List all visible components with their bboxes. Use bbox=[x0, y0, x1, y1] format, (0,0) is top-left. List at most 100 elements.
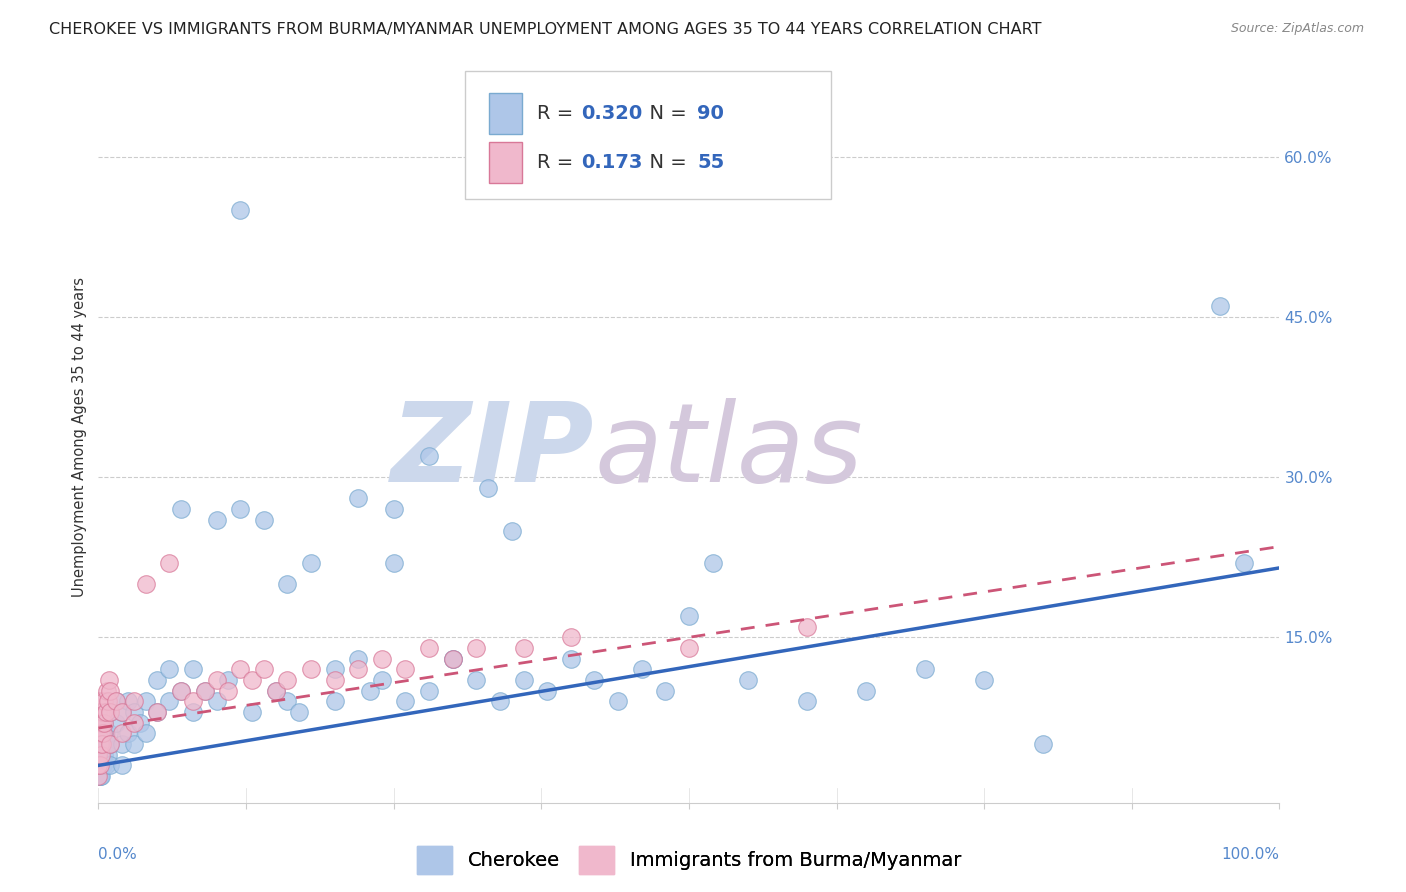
Point bbox=[87, 747, 110, 762]
Point bbox=[512, 640, 534, 655]
Point bbox=[382, 502, 405, 516]
Point bbox=[347, 651, 370, 665]
Point bbox=[89, 726, 111, 740]
Point bbox=[323, 673, 346, 687]
Point bbox=[536, 683, 558, 698]
Point bbox=[122, 694, 145, 708]
Text: 0.0%: 0.0% bbox=[98, 847, 138, 862]
FancyBboxPatch shape bbox=[464, 71, 831, 200]
Point bbox=[217, 673, 239, 687]
Point bbox=[441, 651, 464, 665]
Point bbox=[146, 705, 169, 719]
Text: 55: 55 bbox=[697, 153, 724, 172]
Point bbox=[146, 705, 169, 719]
Point bbox=[98, 758, 121, 772]
Point bbox=[253, 513, 276, 527]
Point bbox=[87, 726, 110, 740]
Point bbox=[98, 705, 121, 719]
Text: R =: R = bbox=[537, 153, 585, 172]
Point bbox=[89, 737, 111, 751]
Point bbox=[97, 747, 120, 762]
Point bbox=[146, 673, 169, 687]
Point bbox=[654, 683, 676, 698]
Point bbox=[98, 705, 121, 719]
Point bbox=[465, 673, 488, 687]
Point bbox=[489, 694, 512, 708]
Point bbox=[135, 726, 157, 740]
FancyBboxPatch shape bbox=[489, 143, 523, 183]
Point bbox=[90, 705, 112, 719]
Point bbox=[371, 651, 394, 665]
Point bbox=[157, 694, 180, 708]
Point bbox=[512, 673, 534, 687]
Text: 90: 90 bbox=[697, 103, 724, 123]
Point bbox=[122, 737, 145, 751]
Point bbox=[111, 705, 134, 719]
Point bbox=[96, 683, 118, 698]
Point bbox=[205, 513, 228, 527]
Point bbox=[170, 502, 193, 516]
Point bbox=[94, 705, 117, 719]
Point bbox=[89, 747, 111, 762]
Point bbox=[91, 726, 114, 740]
Point bbox=[98, 737, 121, 751]
Point bbox=[276, 694, 298, 708]
Point bbox=[91, 747, 114, 762]
Point bbox=[98, 726, 121, 740]
Point bbox=[111, 726, 134, 740]
Point bbox=[91, 715, 114, 730]
Point bbox=[90, 769, 112, 783]
Point bbox=[323, 662, 346, 676]
Point bbox=[264, 683, 287, 698]
Point bbox=[117, 694, 139, 708]
Point bbox=[98, 683, 121, 698]
Point bbox=[170, 683, 193, 698]
Point bbox=[93, 694, 115, 708]
Text: 0.320: 0.320 bbox=[582, 103, 643, 123]
Point bbox=[90, 747, 112, 762]
Point bbox=[111, 705, 134, 719]
Text: 0.173: 0.173 bbox=[582, 153, 643, 172]
Point bbox=[117, 726, 139, 740]
Text: ZIP: ZIP bbox=[391, 398, 595, 505]
Point bbox=[90, 737, 112, 751]
Point bbox=[105, 694, 128, 708]
Point bbox=[122, 705, 145, 719]
Point bbox=[382, 556, 405, 570]
Point bbox=[111, 758, 134, 772]
Point bbox=[96, 737, 118, 751]
Point bbox=[253, 662, 276, 676]
Point bbox=[560, 651, 582, 665]
Text: 100.0%: 100.0% bbox=[1222, 847, 1279, 862]
Point bbox=[1233, 556, 1256, 570]
Point bbox=[347, 662, 370, 676]
Point bbox=[105, 715, 128, 730]
FancyBboxPatch shape bbox=[489, 94, 523, 134]
Point bbox=[229, 502, 252, 516]
Legend: Cherokee, Immigrants from Burma/Myanmar: Cherokee, Immigrants from Burma/Myanmar bbox=[418, 846, 960, 873]
Text: N =: N = bbox=[637, 103, 693, 123]
Point bbox=[583, 673, 606, 687]
Point bbox=[90, 758, 112, 772]
Point bbox=[89, 769, 111, 783]
Point bbox=[914, 662, 936, 676]
Point bbox=[94, 758, 117, 772]
Point bbox=[1209, 299, 1232, 313]
Point bbox=[418, 683, 440, 698]
Point bbox=[418, 449, 440, 463]
Point bbox=[181, 705, 204, 719]
Point bbox=[465, 640, 488, 655]
Point bbox=[91, 705, 114, 719]
Point bbox=[702, 556, 724, 570]
Point bbox=[93, 715, 115, 730]
Point bbox=[394, 662, 416, 676]
Text: N =: N = bbox=[637, 153, 693, 172]
Point bbox=[135, 694, 157, 708]
Point bbox=[91, 758, 114, 772]
Point bbox=[796, 694, 818, 708]
Point bbox=[105, 694, 128, 708]
Point bbox=[217, 683, 239, 698]
Point bbox=[93, 747, 115, 762]
Point bbox=[87, 705, 110, 719]
Point bbox=[181, 662, 204, 676]
